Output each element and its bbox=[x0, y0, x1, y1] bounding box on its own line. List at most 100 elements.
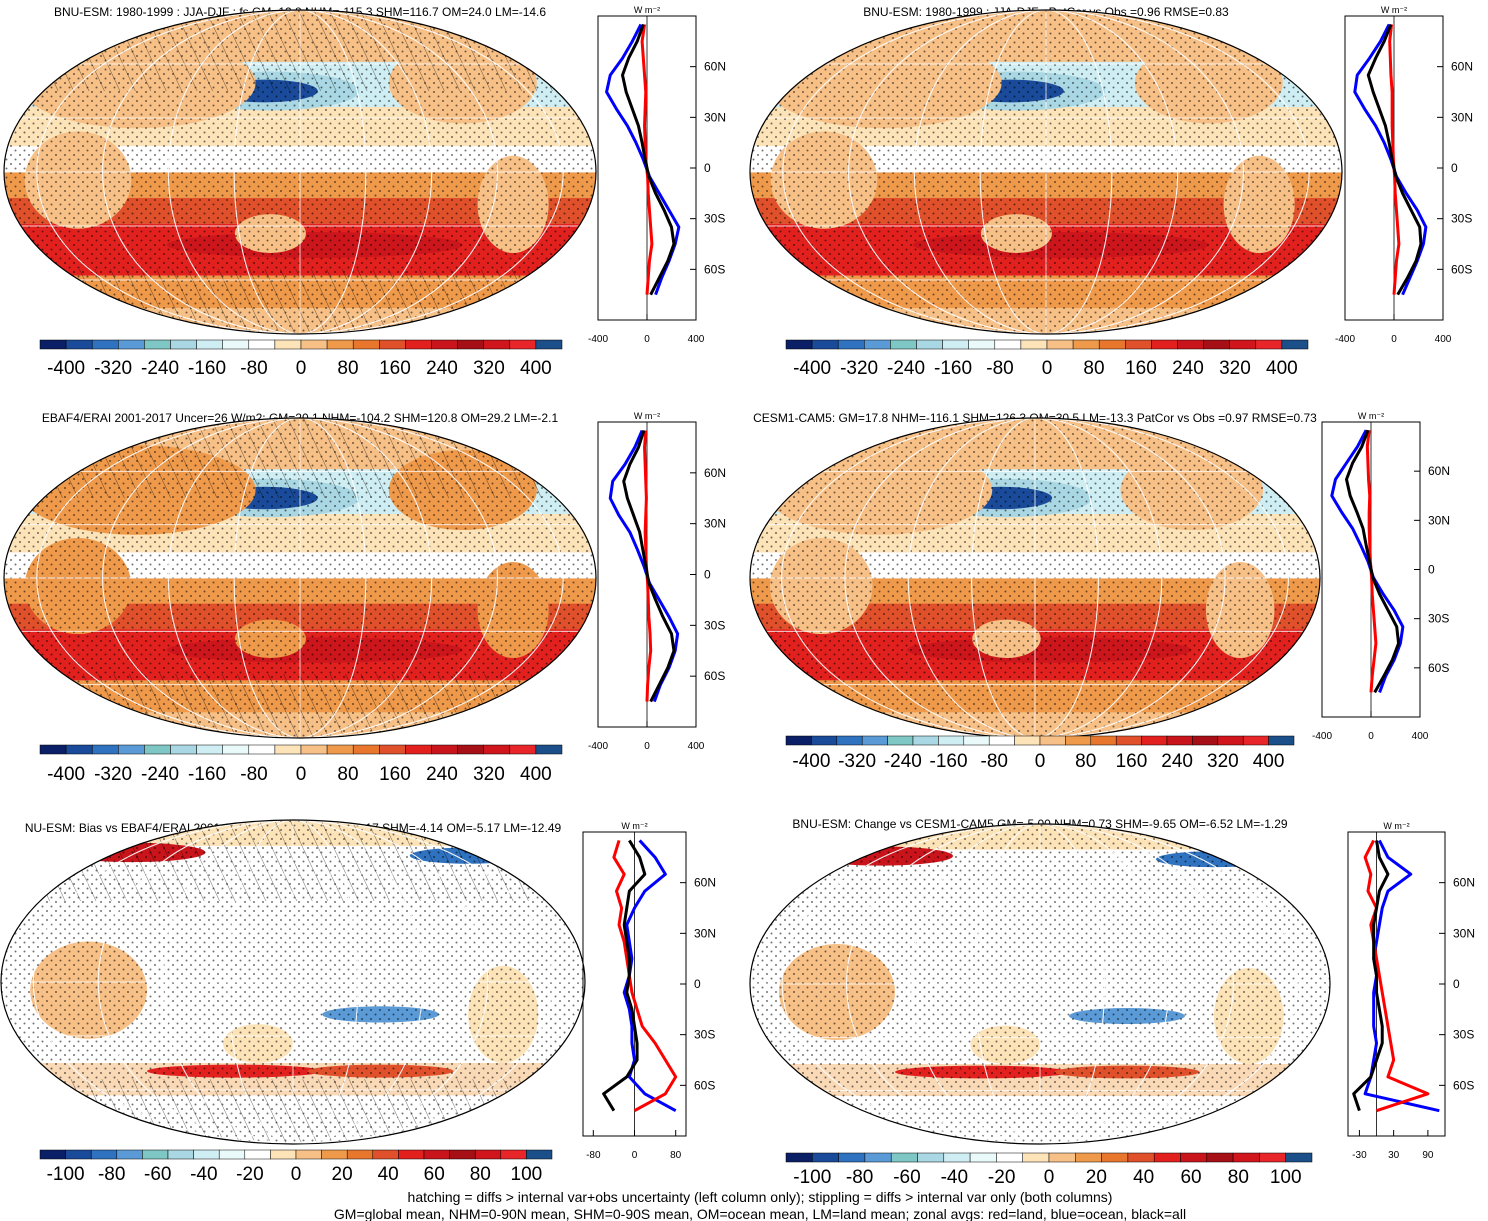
colorbar-label: -100 bbox=[793, 1167, 831, 1188]
colorbar-swatch bbox=[917, 1152, 945, 1163]
colorbar-swatch bbox=[405, 339, 432, 350]
colorbar-label: -40 bbox=[941, 1167, 968, 1188]
lat-label: 60S bbox=[704, 262, 725, 276]
map-outline bbox=[749, 823, 1331, 1145]
profile-xtick: 0 bbox=[1391, 334, 1397, 345]
panel-p2: BNU-ESM: 1980-1999 : JJA-DJF : PatCor vs… bbox=[749, 5, 1473, 379]
colorbar-swatch bbox=[300, 339, 328, 350]
colorbar-swatch bbox=[91, 744, 119, 755]
colorbar-swatch bbox=[352, 339, 380, 350]
lat-label: 60S bbox=[1453, 1078, 1474, 1092]
panel-p1: BNU-ESM: 1980-1999 : JJA-DJF : fs GM=12.… bbox=[3, 5, 726, 379]
colorbar-swatch bbox=[864, 339, 891, 350]
colorbar-swatch bbox=[996, 1152, 1023, 1163]
colorbar-label: -100 bbox=[47, 1164, 85, 1185]
colorbar-swatch bbox=[785, 1152, 813, 1163]
colorbar-swatch bbox=[65, 744, 93, 755]
lat-label: 0 bbox=[1451, 161, 1458, 175]
colorbar-swatch bbox=[222, 744, 250, 755]
panel-p4: CESM1-CAM5: GM=17.8 NHM=-116.1 SHM=126.3… bbox=[749, 411, 1450, 772]
lat-label: 60S bbox=[1451, 262, 1472, 276]
colorbar-swatch bbox=[1217, 735, 1244, 746]
colorbar-label: -60 bbox=[144, 1164, 171, 1185]
colorbar-swatch bbox=[144, 339, 171, 350]
profile-line-all bbox=[1366, 23, 1423, 296]
profile-xtick: -80 bbox=[586, 1150, 601, 1161]
colorbar-swatch bbox=[118, 744, 145, 755]
colorbar-swatch bbox=[509, 339, 537, 350]
map-outline bbox=[3, 9, 597, 335]
lat-label: 0 bbox=[1428, 563, 1435, 577]
colorbar-label: 160 bbox=[1125, 358, 1157, 379]
colorbar-label: 240 bbox=[426, 358, 458, 379]
profile-xtick: 90 bbox=[1422, 1150, 1434, 1161]
lat-label: 30S bbox=[1451, 212, 1472, 226]
colorbar-label: -400 bbox=[47, 358, 85, 379]
colorbar-swatch bbox=[300, 744, 328, 755]
colorbar-label: -160 bbox=[930, 751, 968, 772]
colorbar-label: 400 bbox=[520, 358, 552, 379]
colorbar-label: -400 bbox=[793, 358, 831, 379]
colorbar-label: 160 bbox=[379, 764, 411, 785]
lat-label: 30S bbox=[1428, 612, 1449, 626]
profile-line-land bbox=[612, 840, 678, 1112]
colorbar-swatch bbox=[326, 339, 354, 350]
colorbar-label: 60 bbox=[1180, 1167, 1201, 1188]
colorbar-swatch bbox=[1259, 1152, 1286, 1163]
panels-layer: BNU-ESM: 1980-1999 : JJA-DJF : fs GM=12.… bbox=[0, 5, 1475, 1188]
colorbar-swatch bbox=[398, 1149, 425, 1160]
colorbar-label: 400 bbox=[1266, 358, 1298, 379]
profile-line-all bbox=[1352, 840, 1390, 1112]
colorbar-label: -160 bbox=[188, 764, 226, 785]
colorbar-swatch bbox=[218, 1149, 246, 1160]
lat-label: 0 bbox=[694, 977, 701, 991]
colorbar-label: 80 bbox=[337, 764, 358, 785]
colorbar-swatch bbox=[1141, 735, 1168, 746]
colorbar-swatch bbox=[196, 339, 223, 350]
colorbar-label: 60 bbox=[424, 1164, 445, 1185]
colorbar-swatch bbox=[1180, 1152, 1208, 1163]
colorbar-swatch bbox=[1177, 339, 1204, 350]
colorbar-label: 40 bbox=[378, 1164, 399, 1185]
colorbar-label: 320 bbox=[473, 764, 505, 785]
colorbar-swatch bbox=[1127, 1152, 1155, 1163]
colorbar-swatch bbox=[1153, 1152, 1181, 1163]
profile-units: W m⁻² bbox=[621, 821, 647, 831]
colorbar-swatch bbox=[861, 735, 888, 746]
lat-label: 60S bbox=[1428, 661, 1449, 675]
colorbar-swatch bbox=[65, 1149, 92, 1160]
colorbar-swatch bbox=[326, 744, 354, 755]
colorbar-swatch bbox=[535, 744, 563, 755]
lat-label: 30N bbox=[1453, 926, 1475, 940]
zonal-profile: W m⁻² -400 0 400 60N 30N 0 30S 60S bbox=[588, 5, 726, 345]
colorbar-swatch bbox=[1203, 339, 1230, 350]
colorbar-swatch bbox=[321, 1149, 348, 1160]
colorbar-label: 160 bbox=[379, 358, 411, 379]
lat-label: 30S bbox=[704, 212, 725, 226]
colorbar-swatch bbox=[811, 339, 839, 350]
profile-xtick: -30 bbox=[1352, 1150, 1367, 1161]
colorbar-label: 40 bbox=[1133, 1167, 1154, 1188]
colorbar-label: -160 bbox=[188, 358, 226, 379]
map-field bbox=[4, 10, 596, 334]
colorbar-swatch bbox=[1039, 735, 1066, 746]
colorbar-swatch bbox=[812, 1152, 839, 1163]
colorbar-label: 320 bbox=[1219, 358, 1251, 379]
colorbar-label: 100 bbox=[1270, 1167, 1302, 1188]
lat-label: 0 bbox=[1453, 977, 1460, 991]
profile-line-land bbox=[1363, 839, 1430, 1113]
colorbar-label: -80 bbox=[981, 751, 1008, 772]
colorbar-label: -60 bbox=[893, 1167, 920, 1188]
lat-label: 60N bbox=[1453, 876, 1475, 890]
colorbar-label: -80 bbox=[240, 764, 267, 785]
colorbar-label: 320 bbox=[1207, 751, 1239, 772]
colorbar-swatch bbox=[118, 339, 145, 350]
zonal-profile: W m⁻² -80 0 80 60N 30N 0 30S 60S bbox=[582, 821, 716, 1161]
colorbar-swatch bbox=[431, 744, 458, 755]
colorbar: -400 -320 -240 -160 -80 0 80 160 240 320 400 bbox=[39, 339, 563, 379]
colorbar-swatch bbox=[943, 1152, 971, 1163]
lat-label: 30N bbox=[704, 517, 726, 531]
colorbar-label: 100 bbox=[511, 1164, 543, 1185]
colorbar-swatch bbox=[526, 1149, 553, 1160]
